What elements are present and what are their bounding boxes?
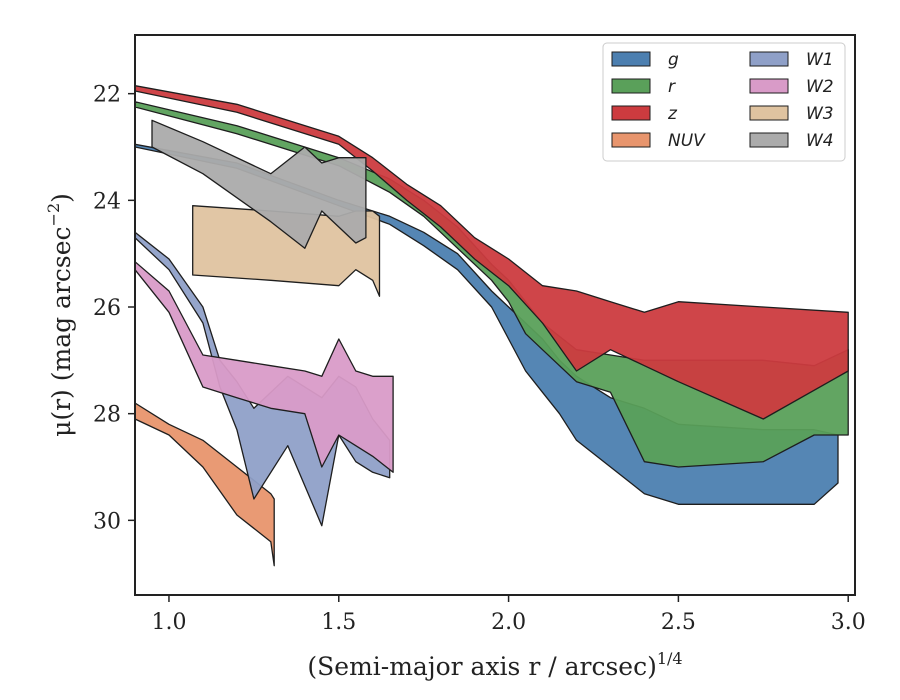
y-axis-label-tail: ) — [47, 193, 76, 203]
x-tick-label: 2.5 — [661, 610, 696, 635]
legend-label-w4: W4 — [806, 131, 834, 151]
legend-frame — [602, 42, 846, 162]
band-z — [135, 85, 849, 420]
legend-swatch-g — [611, 51, 651, 67]
x-tick-label: 3.0 — [831, 610, 866, 635]
x-tick-label: 1.0 — [151, 610, 186, 635]
x-axis-label-main: (Semi-major axis r / arcsec) — [307, 652, 656, 681]
y-tick-label: 22 — [93, 83, 121, 108]
y-axis-label-main: μ(r) (mag arcsec — [47, 226, 76, 436]
legend-label-z: z — [667, 104, 678, 124]
y-axis-label: μ(r) (mag arcsec−2) — [44, 193, 76, 437]
legend-label-g: g — [668, 50, 679, 70]
band-w4 — [151, 119, 367, 249]
series-bands — [135, 85, 849, 567]
y-tick-label: 24 — [93, 189, 121, 214]
y-tick-label: 30 — [93, 509, 121, 534]
y-axis-label-exp: −2 — [44, 203, 63, 227]
plot-frame — [134, 34, 856, 596]
legend-label-w3: W3 — [806, 104, 834, 124]
x-axis-label-exp: 1/4 — [657, 649, 683, 668]
legend-label-w2: W2 — [806, 77, 834, 97]
legend-swatch-w3 — [749, 105, 789, 121]
band-g — [135, 143, 839, 505]
legend-swatch-w1 — [749, 51, 789, 67]
legend-swatch-nuv — [611, 132, 651, 148]
legend-swatch-r — [611, 78, 651, 94]
legend-label-nuv: NUV — [668, 131, 706, 151]
y-tick-label: 26 — [93, 296, 121, 321]
x-axis-label: (Semi-major axis r / arcsec)1/4 — [307, 649, 682, 681]
x-tick-label: 2.0 — [491, 610, 526, 635]
band-w2 — [135, 261, 394, 473]
x-tick-label: 1.5 — [321, 610, 356, 635]
legend-swatch-z — [611, 105, 651, 121]
legend: grz NUV W1 W2 W3 W4 — [602, 42, 846, 162]
legend-label-r: r — [668, 77, 676, 97]
legend-swatch-w4 — [749, 132, 789, 148]
legend-label-w1: W1 — [806, 50, 834, 70]
axis-ticks: 1.0 1.5 2.0 2.5 3.0 22 24 26 28 30 — [93, 83, 866, 635]
y-tick-label: 28 — [93, 403, 121, 428]
legend-swatch-w2 — [749, 78, 789, 94]
band-nuv — [135, 402, 275, 567]
